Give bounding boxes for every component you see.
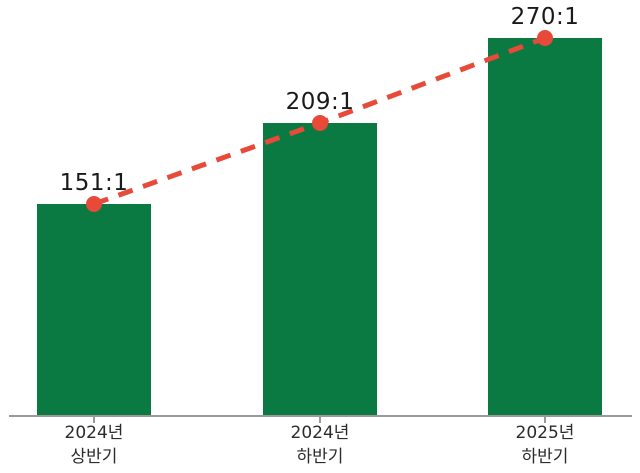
chart-bar [263, 122, 377, 415]
chart-bar [488, 37, 602, 415]
bar-value-label: 270:1 [510, 3, 580, 30]
chart-bar [37, 204, 151, 415]
x-axis-line [9, 415, 632, 417]
bar-value-label: 151:1 [59, 170, 129, 196]
x-tick-label: 2024년 하반기 [290, 423, 350, 467]
x-axis-tick [319, 417, 321, 423]
x-tick-label: 2025년 하반기 [515, 423, 575, 467]
x-axis-tick [93, 417, 95, 423]
bar-value-label: 209:1 [285, 88, 355, 115]
x-tick-label: 2024년 상반기 [64, 423, 124, 467]
x-axis-tick [544, 417, 546, 423]
